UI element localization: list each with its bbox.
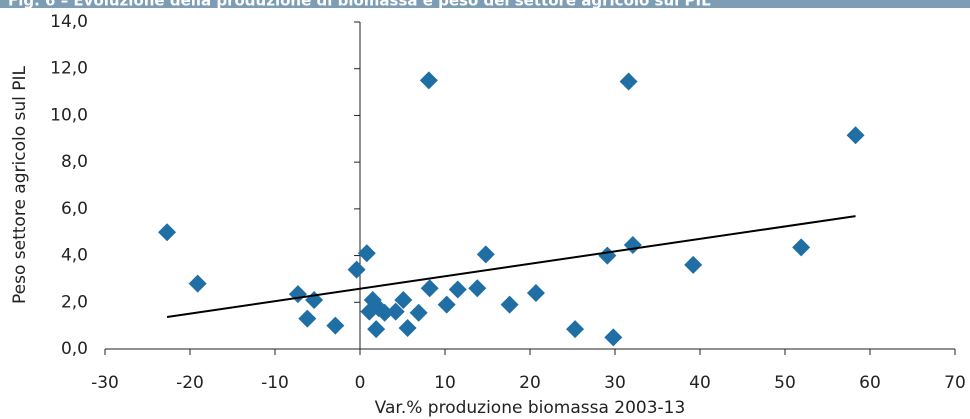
y-tick-label: 14,0 xyxy=(50,12,88,32)
title-bar xyxy=(0,0,970,8)
x-tick-label: -10 xyxy=(261,373,289,393)
y-tick-label: 6,0 xyxy=(61,199,88,219)
y-tick-label: 4,0 xyxy=(61,246,88,266)
point xyxy=(619,72,638,91)
point xyxy=(604,328,623,347)
point xyxy=(846,126,865,145)
point xyxy=(298,309,317,328)
x-tick-label: 70 xyxy=(944,373,966,393)
point xyxy=(566,320,585,339)
x-tick-label: -30 xyxy=(91,373,119,393)
point xyxy=(500,295,519,314)
point xyxy=(409,303,428,322)
y-tick-label: 2,0 xyxy=(61,292,88,312)
y-tick-label: 8,0 xyxy=(61,152,88,172)
point xyxy=(476,245,495,264)
trendline xyxy=(166,215,856,318)
x-tick-label: 50 xyxy=(774,373,796,393)
y-tick-label: 0,0 xyxy=(61,339,88,359)
chart-title: Fig. 6 – Evoluzione della produzione di … xyxy=(8,0,711,10)
point xyxy=(792,238,811,257)
point xyxy=(347,260,366,279)
point xyxy=(375,303,394,322)
point xyxy=(158,223,177,242)
point xyxy=(398,318,417,337)
x-tick-label: 40 xyxy=(689,373,711,393)
point xyxy=(526,283,545,302)
point xyxy=(448,280,467,299)
x-tick-label: 60 xyxy=(859,373,881,393)
x-tick-label: 20 xyxy=(519,373,541,393)
y-tick-label: 10,0 xyxy=(50,105,88,125)
point xyxy=(684,255,703,274)
point xyxy=(437,295,456,314)
y-axis-label: Peso settore agricolo sul PIL xyxy=(10,65,30,304)
point xyxy=(357,244,376,263)
point xyxy=(598,246,617,265)
point xyxy=(386,302,405,321)
point xyxy=(367,320,386,339)
point xyxy=(468,279,487,298)
point xyxy=(419,71,438,90)
x-tick-label: 30 xyxy=(604,373,626,393)
x-tick-label: -20 xyxy=(176,373,204,393)
point xyxy=(623,236,642,255)
point xyxy=(420,279,439,298)
point xyxy=(188,274,207,293)
x-tick-label: 10 xyxy=(434,373,456,393)
x-axis-label: Var.% produzione biomassa 2003-13 xyxy=(375,398,686,418)
point xyxy=(326,316,345,335)
x-tick-label: 0 xyxy=(355,373,366,393)
point xyxy=(288,285,307,304)
y-tick-label: 12,0 xyxy=(50,59,88,79)
point xyxy=(394,290,413,309)
